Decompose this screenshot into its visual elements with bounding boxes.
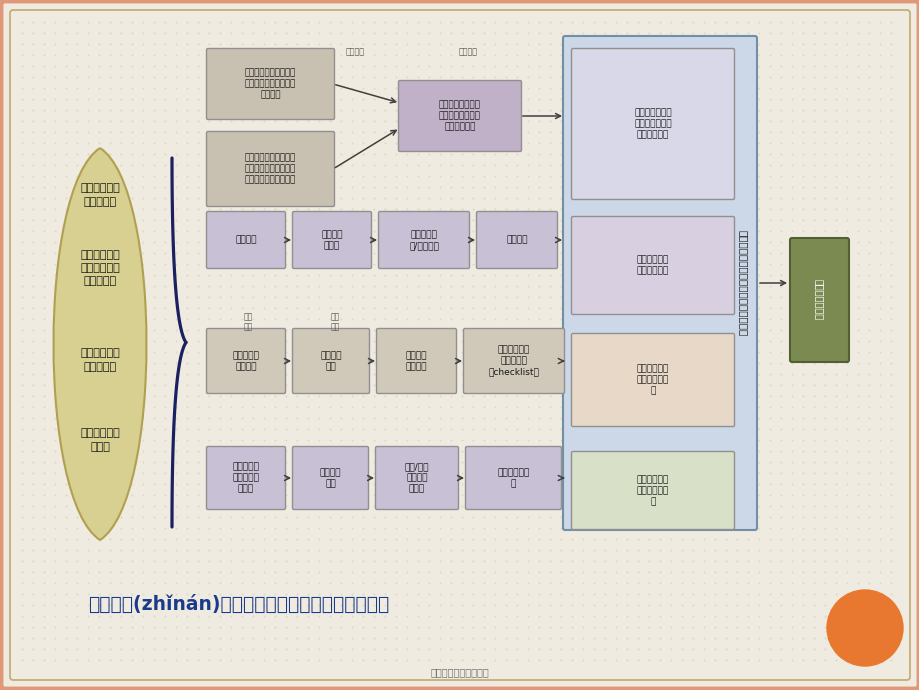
- FancyBboxPatch shape: [476, 212, 557, 268]
- FancyBboxPatch shape: [206, 446, 285, 509]
- Text: 学校传染病管
理状况: 学校传染病管 理状况: [80, 428, 119, 451]
- Text: 基地应用与评估: 基地应用与评估: [813, 279, 823, 321]
- Text: 学生传染病历
史发病情况: 学生传染病历 史发病情况: [80, 184, 119, 206]
- Text: 学校传染病疫
情调查分析: 学校传染病疫 情调查分析: [80, 348, 119, 372]
- FancyBboxPatch shape: [398, 81, 521, 152]
- Circle shape: [826, 590, 902, 666]
- Text: 知识技能
要点: 知识技能 要点: [320, 468, 341, 488]
- Text: 传统/多媒
体教学课
件开发: 传统/多媒 体教学课 件开发: [404, 462, 429, 493]
- FancyBboxPatch shape: [789, 238, 848, 362]
- Text: 专家
咨询: 专家 咨询: [244, 313, 253, 332]
- Text: 试用修订: 试用修订: [505, 235, 528, 244]
- Text: 以学校为基础的
传染病症状监测
预警适宜技术: 以学校为基础的 传染病症状监测 预警适宜技术: [633, 108, 671, 139]
- FancyBboxPatch shape: [206, 132, 335, 206]
- Text: 课件试用与修
订: 课件试用与修 订: [497, 468, 529, 488]
- Text: 学校传染病风
险评估适宜技
术: 学校传染病风 险评估适宜技 术: [636, 364, 668, 395]
- Text: 技术指南(zhǐnán)：面向中小学校、适宜性、实用性: 技术指南(zhǐnán)：面向中小学校、适宜性、实用性: [88, 595, 389, 613]
- FancyBboxPatch shape: [465, 446, 561, 509]
- FancyBboxPatch shape: [463, 328, 564, 393]
- Text: 危害分析: 危害分析: [235, 235, 256, 244]
- FancyBboxPatch shape: [571, 333, 733, 426]
- Text: 以学校为基础的症
状监测技术方案及
预警技术指南: 以学校为基础的症 状监测技术方案及 预警技术指南: [438, 101, 481, 132]
- Text: 传染病简易风
险评估工具
（checklist）: 传染病简易风 险评估工具 （checklist）: [488, 346, 539, 377]
- Text: 学校传染病突
发公共卫生事
件发生情况: 学校传染病突 发公共卫生事 件发生情况: [80, 250, 119, 286]
- Text: 中小学校传染
病健康教育课
件: 中小学校传染 病健康教育课 件: [636, 475, 668, 506]
- Text: 国内学校传染病监测上
报处理、晨检、因病缺
课追溯等工作实施状况: 国内学校传染病监测上 报处理、晨检、因病缺 课追溯等工作实施状况: [244, 153, 296, 185]
- FancyBboxPatch shape: [562, 36, 756, 530]
- FancyBboxPatch shape: [571, 451, 733, 529]
- Text: 中小学校传染病综合防制适宜技术指南: 中小学校传染病综合防制适宜技术指南: [737, 230, 747, 336]
- FancyBboxPatch shape: [571, 48, 733, 199]
- Text: 建立关键预
防/控制措施: 建立关键预 防/控制措施: [409, 230, 438, 250]
- FancyBboxPatch shape: [292, 328, 369, 393]
- FancyBboxPatch shape: [206, 212, 285, 268]
- Text: 第三页，共五十四页。: 第三页，共五十四页。: [430, 667, 489, 677]
- FancyBboxPatch shape: [571, 217, 733, 315]
- Text: 风险评估
指标: 风险评估 指标: [320, 351, 341, 371]
- FancyBboxPatch shape: [206, 48, 335, 119]
- FancyBboxPatch shape: [376, 328, 456, 393]
- FancyBboxPatch shape: [206, 328, 285, 393]
- Text: 疫情种类及
影响因素: 疫情种类及 影响因素: [233, 351, 259, 371]
- FancyBboxPatch shape: [292, 212, 371, 268]
- FancyBboxPatch shape: [292, 446, 369, 509]
- Text: 确定关键
控制点: 确定关键 控制点: [321, 230, 343, 250]
- Text: 专家咨询: 专家咨询: [458, 48, 477, 57]
- Text: 专家
咨询: 专家 咨询: [330, 313, 339, 332]
- Text: 学校传染病关
键控制点技术: 学校传染病关 键控制点技术: [636, 255, 668, 275]
- Text: 编制符合不
同阶段的教
育大纲: 编制符合不 同阶段的教 育大纲: [233, 462, 259, 493]
- Text: 小组讨论: 小组讨论: [346, 48, 364, 57]
- FancyBboxPatch shape: [378, 212, 469, 268]
- FancyBboxPatch shape: [375, 446, 458, 509]
- Text: 国内外症状监测及早期
预警的方法理论（信息
资料库）: 国内外症状监测及早期 预警的方法理论（信息 资料库）: [244, 68, 296, 99]
- PathPatch shape: [53, 148, 146, 540]
- Text: 建立风险
评估程序: 建立风险 评估程序: [405, 351, 426, 371]
